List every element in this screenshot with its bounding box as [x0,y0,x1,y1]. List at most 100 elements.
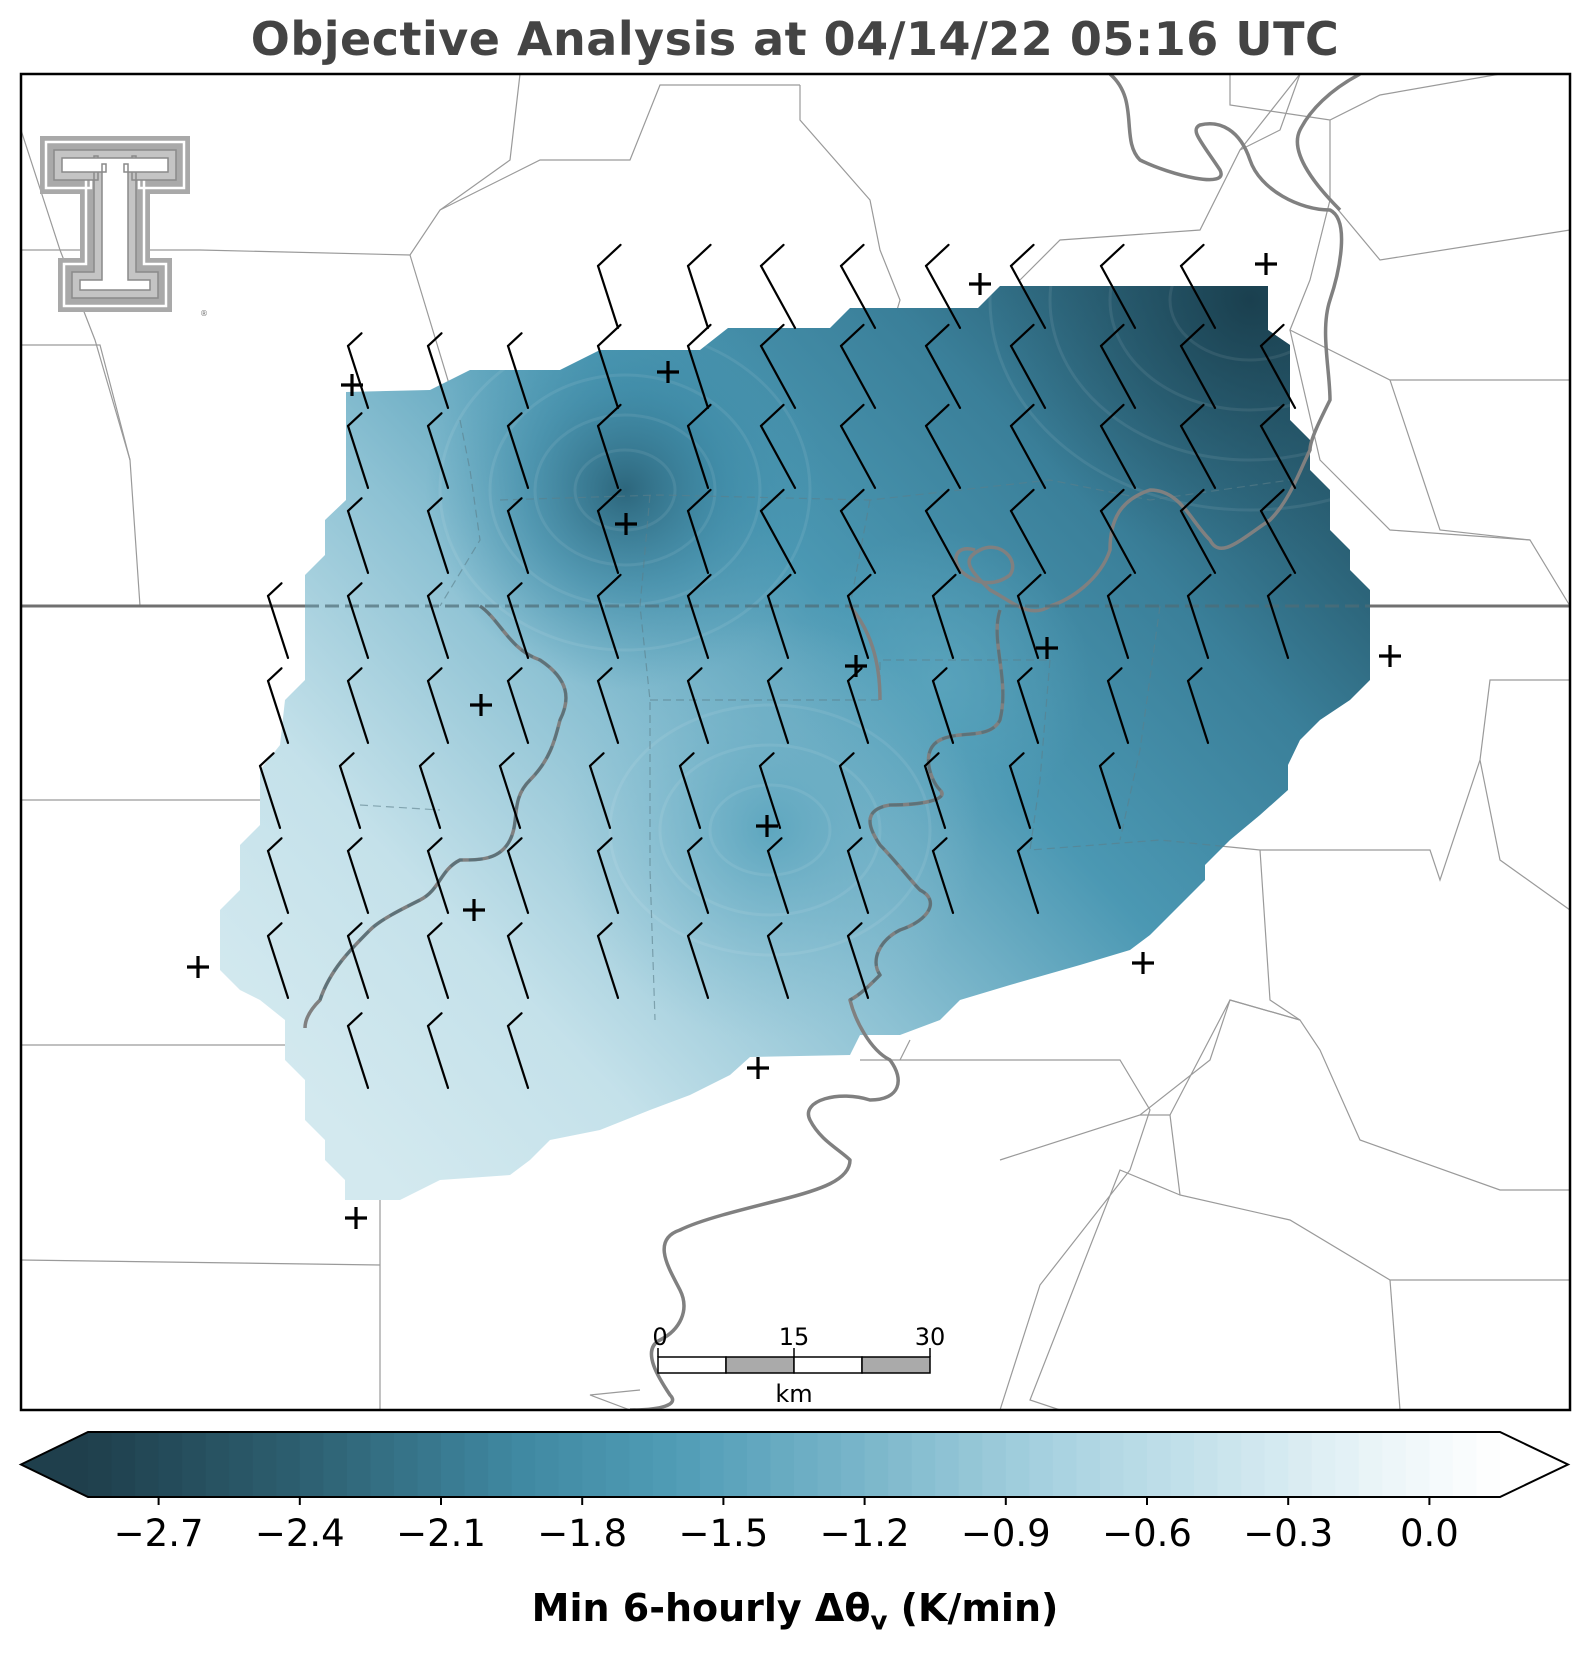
colorbar-extend-max [1500,1432,1568,1497]
wind-barb [346,1012,370,1090]
colorbar-segment [88,1432,113,1497]
colorbar-ticks: −2.7 −2.4 −2.1 −1.8 −1.5 −1.2 −0.9 −0.6 −0.3 0.0 [114,1497,1459,1555]
wind-barb [346,837,370,915]
station-marker [845,655,867,677]
wind-barb [1259,323,1297,409]
station-marker [756,815,778,837]
colorbar-segment [723,1432,748,1497]
wind-barb [1099,243,1137,329]
wind-barb [346,497,370,575]
station-marker [1132,952,1154,974]
wind-barb [1266,573,1292,660]
wind-barb [506,412,530,489]
wind-barb [838,752,862,830]
colorbar-segment [676,1432,701,1497]
colorbar-segment [135,1432,160,1497]
station-marker [345,1207,367,1229]
colorbar-label: Min 6-hourly Δθv (K/min) [0,1586,1590,1637]
station-marker [969,273,991,295]
wind-barb [426,332,450,409]
wind-barb [258,752,282,830]
colorbar-segment [558,1432,583,1497]
colorbar-segment [629,1432,654,1497]
wind-barb [686,323,712,409]
station-marker [1379,645,1401,667]
wind-barb [931,667,955,745]
colorbar-segment [1405,1432,1430,1497]
colorbar-segment [935,1432,960,1497]
wind-barb [426,1012,450,1090]
wind-barb [686,922,710,1000]
colorbar-segment [464,1432,489,1497]
wind-barb [686,403,712,489]
wind-barb [338,752,362,830]
wind-barb [931,837,955,915]
wind-barb [846,837,870,915]
wind-barb [1106,573,1132,660]
wind-barb [426,497,450,575]
wind-barbs [258,243,1297,1090]
wind-barb [506,1012,530,1090]
wind-barb [266,837,290,915]
station-markers [187,253,1401,1229]
colorbar-tick-label: 0.0 [1400,1512,1459,1555]
colorbar-segment [417,1432,442,1497]
wind-barb [596,403,622,489]
colorbar-segment [982,1432,1007,1497]
wind-barb [1009,323,1047,409]
wind-barb [686,488,712,575]
colorbar-segment [746,1432,772,1497]
wind-barb [506,582,530,660]
wind-barb [596,243,622,329]
colorbar-label-main: Min 6-hourly Δθ [531,1586,871,1630]
wind-barb [846,573,872,660]
wind-barb [1259,403,1297,489]
colorbar-segment [1099,1432,1125,1497]
station-marker [747,1057,769,1079]
colorbar-segment [652,1432,677,1497]
wind-barb [766,667,790,745]
wind-barb [1099,403,1137,489]
wind-barb [1008,752,1032,830]
wind-barb [924,403,962,489]
wind-barb [1099,488,1137,575]
analysis-field [220,286,1370,1200]
colorbar-segment [111,1432,136,1497]
colorbar-segment [1476,1432,1501,1497]
wind-barb [759,403,797,489]
colorbar-segment [370,1432,395,1497]
colorbar-segment [1288,1432,1313,1497]
colorbar-segment [1052,1432,1077,1497]
wind-barb [1016,837,1040,915]
colorbar-segment [511,1432,536,1497]
wind-barb [1016,573,1042,660]
wind-barb [1259,488,1297,575]
colorbar-segment [1358,1432,1383,1497]
scalebar-units: km [775,1380,812,1408]
wind-barb [588,752,612,830]
wind-barb [506,497,530,575]
station-marker [463,899,485,921]
wind-barb [839,403,877,489]
wind-barb [923,752,947,830]
map-frame [19,72,1572,1412]
wind-barb [686,243,712,329]
wind-barb [766,837,790,915]
colorbar-segment [1123,1432,1148,1497]
svg-text:®: ® [200,309,208,318]
wind-barb [346,582,370,660]
colorbar-segment [770,1432,795,1497]
scale-bar: 0 15 30 km [652,1323,945,1408]
colorbar-segment [158,1432,183,1497]
colorbar-segment [346,1432,371,1497]
wind-barb [596,323,622,409]
wind-barb [1099,323,1137,409]
wind-barb [846,922,870,1000]
wind-barb [686,837,710,915]
colorbar-segment [205,1432,230,1497]
wind-barb [678,752,702,830]
wind-barb [596,837,620,915]
colorbar-segment [1335,1432,1360,1497]
